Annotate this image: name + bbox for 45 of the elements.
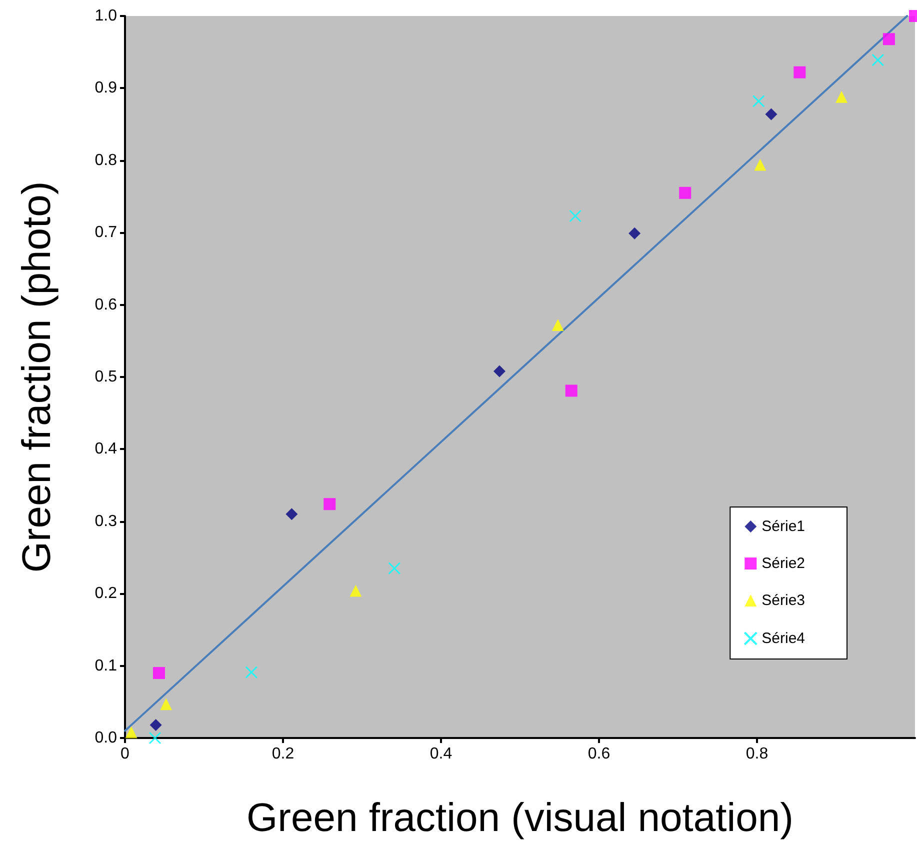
point	[160, 698, 172, 710]
y-tick-label: 0.9	[94, 80, 118, 97]
legend-label: Série4	[762, 630, 805, 647]
point	[628, 227, 641, 240]
point	[569, 210, 582, 222]
point	[882, 33, 895, 46]
point	[150, 719, 162, 732]
legend-label: Série1	[762, 518, 805, 535]
point	[286, 508, 298, 520]
point	[245, 666, 258, 679]
point	[754, 158, 766, 171]
point	[152, 667, 165, 680]
y-tick-label: 0.6	[94, 296, 118, 314]
x-tick-label: 0	[120, 746, 130, 762]
y-tick-label: 1.0	[94, 8, 118, 24]
point	[872, 54, 884, 66]
point	[679, 186, 692, 199]
legend-label: Série3	[762, 592, 805, 609]
point	[493, 365, 506, 378]
y-tick-label: 0.0	[94, 730, 118, 746]
point	[794, 66, 806, 78]
point	[552, 319, 564, 332]
y-tick-label: 0.2	[94, 585, 118, 602]
y-axis-title: Green fraction (photo)	[15, 181, 59, 573]
y-tick-label: 0.7	[94, 224, 118, 242]
point	[836, 90, 848, 103]
point	[765, 108, 778, 120]
point	[388, 562, 401, 575]
y-tick-label: 0.5	[94, 368, 118, 386]
y-tick-label: 0.1	[94, 657, 118, 674]
point	[565, 384, 578, 397]
point	[148, 732, 162, 744]
point	[752, 94, 765, 108]
x-axis-title: Green fraction (visual notation)	[246, 796, 794, 840]
point	[125, 726, 138, 738]
y-tick-label: 0.4	[94, 440, 118, 458]
y-tick-label: 0.8	[94, 152, 118, 169]
point	[350, 584, 362, 597]
x-tick-label: 0.6	[588, 746, 610, 762]
x-tick-label: 0.8	[746, 746, 768, 762]
legend-label: Série2	[762, 555, 805, 572]
point	[324, 498, 336, 510]
y-tick-label: 0.3	[94, 512, 118, 530]
x-tick-label: 0.2	[272, 746, 294, 762]
x-tick-label: 0.4	[430, 746, 452, 762]
